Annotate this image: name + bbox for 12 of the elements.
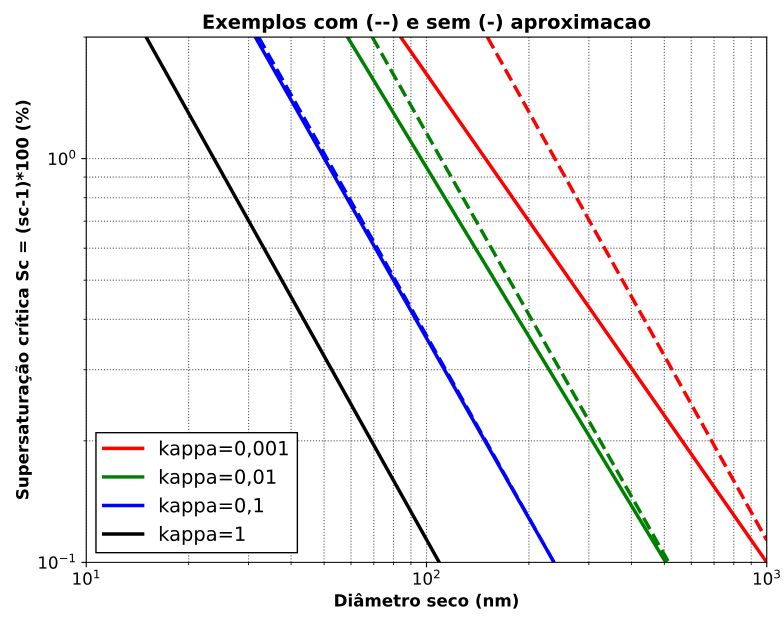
- chart-title: Exemplos com (--) e sem (-) aproximacao: [204, 14, 650, 33]
- legend-label: kappa=0,001: [160, 440, 288, 460]
- x-axis-title: Diâmetro seco (nm): [335, 593, 518, 609]
- y-axis-title: Supersaturação crítica Sc = (sc-1)*100 (%): [15, 100, 32, 499]
- legend-label: kappa=1: [160, 526, 244, 545]
- x-tick-label: 10$^{2}$: [414, 570, 440, 585]
- y-tick-label: 10$^{−1}$: [39, 554, 75, 569]
- legend-label: kappa=0,01: [160, 468, 276, 488]
- y-tick-label: 10$^{0}$: [49, 150, 76, 166]
- x-tick-label: 10$^{1}$: [73, 570, 100, 585]
- legend-label: kappa=0,1: [160, 498, 264, 516]
- x-tick-label: 10$^{3}$: [754, 570, 780, 585]
